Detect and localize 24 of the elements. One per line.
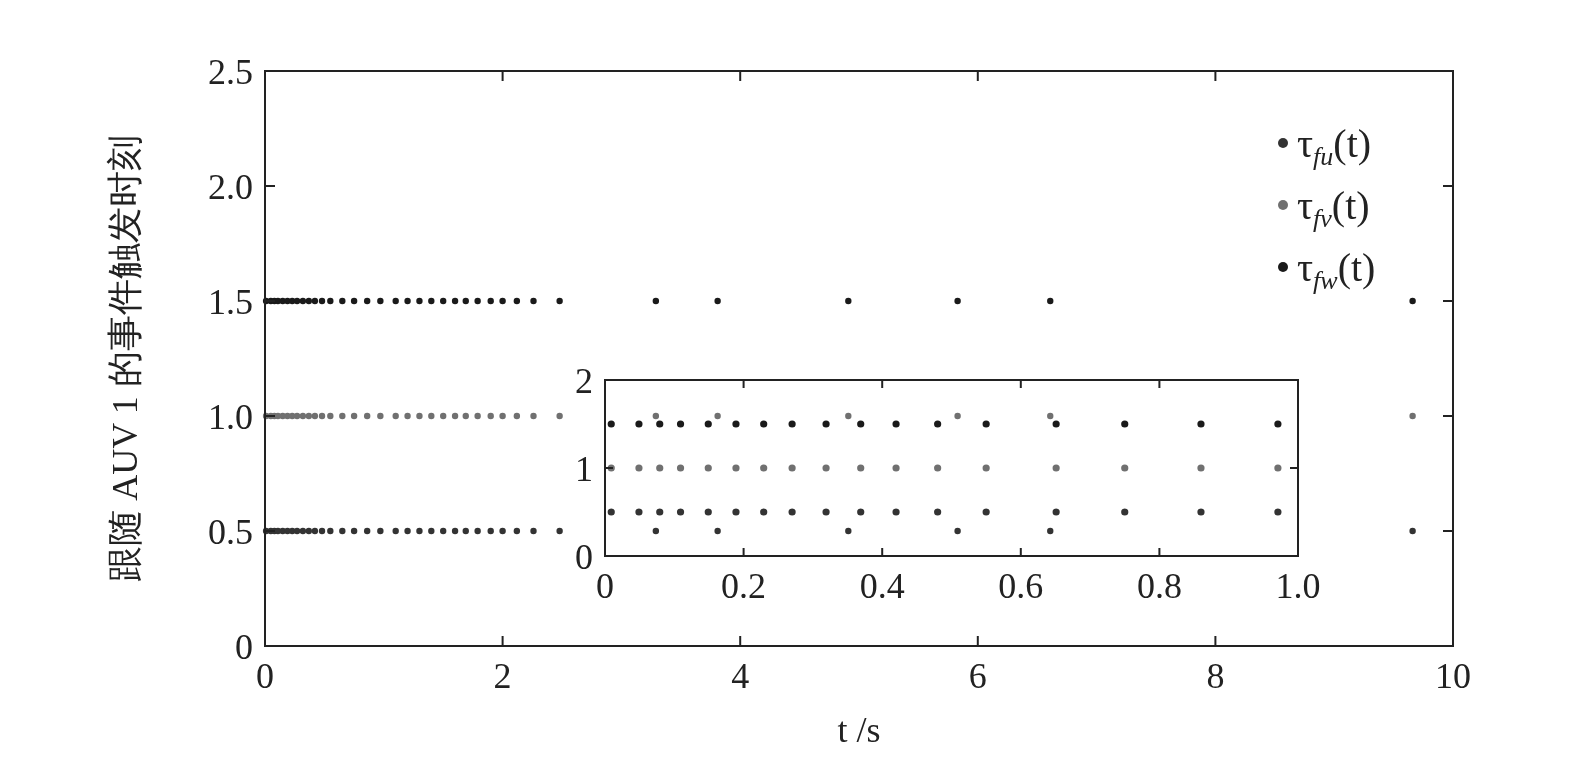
y-tick-label: 1	[575, 448, 593, 489]
x-tick-label: 4	[731, 656, 750, 696]
legend-label: τ$_{fw}$(t)	[1297, 245, 1376, 295]
x-tick-label: 0.2	[721, 566, 767, 606]
y-tick-label: 2	[575, 360, 593, 401]
y-tick-label: 1.5	[208, 281, 253, 322]
legend-label: τ$_{fv}$(t)	[1297, 183, 1370, 233]
x-tick-label: 0.8	[1136, 566, 1182, 606]
x-tick-label: 0.6	[998, 566, 1044, 606]
x-tick-label: 10	[1435, 656, 1471, 696]
y-tick-label: 0	[575, 536, 593, 577]
x-tick-label: 0.4	[859, 566, 905, 606]
x-axis-title: t /s	[837, 710, 881, 750]
x-tick-label: 6	[968, 656, 987, 696]
y-tick-label: 0.5	[208, 511, 253, 552]
y-tick-label: 1.0	[208, 396, 253, 437]
legend-label: τ$_{fu}$(t)	[1297, 121, 1372, 171]
x-tick-label: 8	[1206, 656, 1225, 696]
y-tick-label: 0	[235, 626, 253, 667]
x-tick-label: 1.0	[1275, 566, 1321, 606]
x-tick-label: 2	[493, 656, 512, 696]
y-axis-title: 跟随 AUV 1 的事件触发时刻	[105, 135, 145, 582]
y-tick-label: 2.0	[208, 166, 253, 207]
y-tick-label: 2.5	[208, 51, 253, 92]
